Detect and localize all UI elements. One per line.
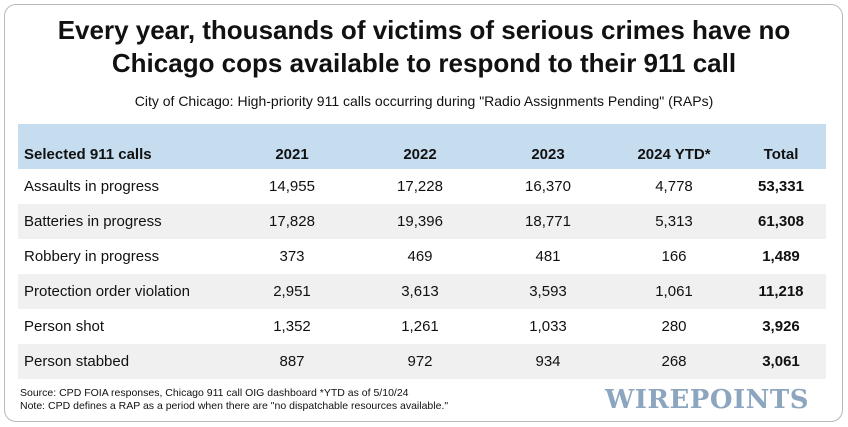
row-label: Person stabbed <box>24 353 130 370</box>
table-cell: 14,955 <box>269 178 315 195</box>
table-cell: 16,370 <box>525 178 571 195</box>
source-notes: Source: CPD FOIA responses, Chicago 911 … <box>20 387 448 413</box>
table-cell: 887 <box>279 353 305 370</box>
table-cell: 268 <box>661 353 687 370</box>
table-row: Assaults in progress 14,955 17,228 16,37… <box>18 169 826 204</box>
table-cell: 19,396 <box>397 213 443 230</box>
table-cell: 5,313 <box>655 213 693 230</box>
source-line: Source: CPD FOIA responses, Chicago 911 … <box>20 387 409 399</box>
column-header: 2021 <box>275 146 309 163</box>
column-header: Selected 911 calls <box>24 146 152 163</box>
total-cell: 53,331 <box>758 178 804 195</box>
column-header: Total <box>763 146 799 163</box>
table-cell: 972 <box>407 353 433 370</box>
row-label: Assaults in progress <box>24 178 160 195</box>
row-label: Robbery in progress <box>24 248 160 265</box>
row-label: Person shot <box>24 318 105 335</box>
table-cell: 18,771 <box>525 213 571 230</box>
title-line-2: Chicago cops available to respond to the… <box>111 48 737 78</box>
total-cell: 3,926 <box>762 318 800 335</box>
table-cell: 17,228 <box>397 178 443 195</box>
column-header: 2024 YTD* <box>637 146 711 163</box>
chart-card <box>4 4 843 422</box>
table-row: Batteries in progress 17,828 19,396 18,7… <box>18 204 826 239</box>
table-row: Robbery in progress 373 469 481 166 1,48… <box>18 239 826 274</box>
table-cell: 17,828 <box>269 213 315 230</box>
table-cell: 469 <box>407 248 433 265</box>
table-cell: 1,352 <box>273 318 311 335</box>
row-label: Batteries in progress <box>24 213 162 230</box>
table-cell: 3,593 <box>529 283 567 300</box>
total-cell: 11,218 <box>758 283 804 300</box>
table-cell: 4,778 <box>655 178 693 195</box>
table-row: Protection order violation 2,951 3,613 3… <box>18 274 826 309</box>
table-row: Person stabbed 887 972 934 268 3,061 <box>18 344 826 379</box>
table-cell: 166 <box>661 248 687 265</box>
total-cell: 1,489 <box>762 248 800 265</box>
table-cell: 934 <box>535 353 561 370</box>
chart-title: Every year, thousands of victims of seri… <box>0 14 848 80</box>
total-cell: 61,308 <box>758 213 804 230</box>
row-label: Protection order violation <box>24 283 190 300</box>
table-cell: 481 <box>535 248 561 265</box>
table-cell: 1,061 <box>655 283 693 300</box>
column-header: 2022 <box>403 146 437 163</box>
table-header-row: Selected 911 calls 2021 2022 2023 2024 Y… <box>18 124 826 169</box>
table-cell: 3,613 <box>401 283 439 300</box>
wirepoints-logo: WIREPOINTS <box>605 385 810 415</box>
table-cell: 2,951 <box>273 283 311 300</box>
table-cell: 280 <box>661 318 687 335</box>
column-header: 2023 <box>531 146 565 163</box>
table-cell: 1,033 <box>529 318 567 335</box>
note-line: Note: CPD defines a RAP as a period when… <box>20 400 449 412</box>
title-line-1: Every year, thousands of victims of seri… <box>57 15 791 45</box>
table-cell: 1,261 <box>401 318 439 335</box>
data-table: Selected 911 calls 2021 2022 2023 2024 Y… <box>18 124 826 379</box>
table-row: Person shot 1,352 1,261 1,033 280 3,926 <box>18 309 826 344</box>
total-cell: 3,061 <box>762 353 800 370</box>
chart-subtitle: City of Chicago: High-priority 911 calls… <box>134 93 714 109</box>
table-cell: 373 <box>279 248 305 265</box>
